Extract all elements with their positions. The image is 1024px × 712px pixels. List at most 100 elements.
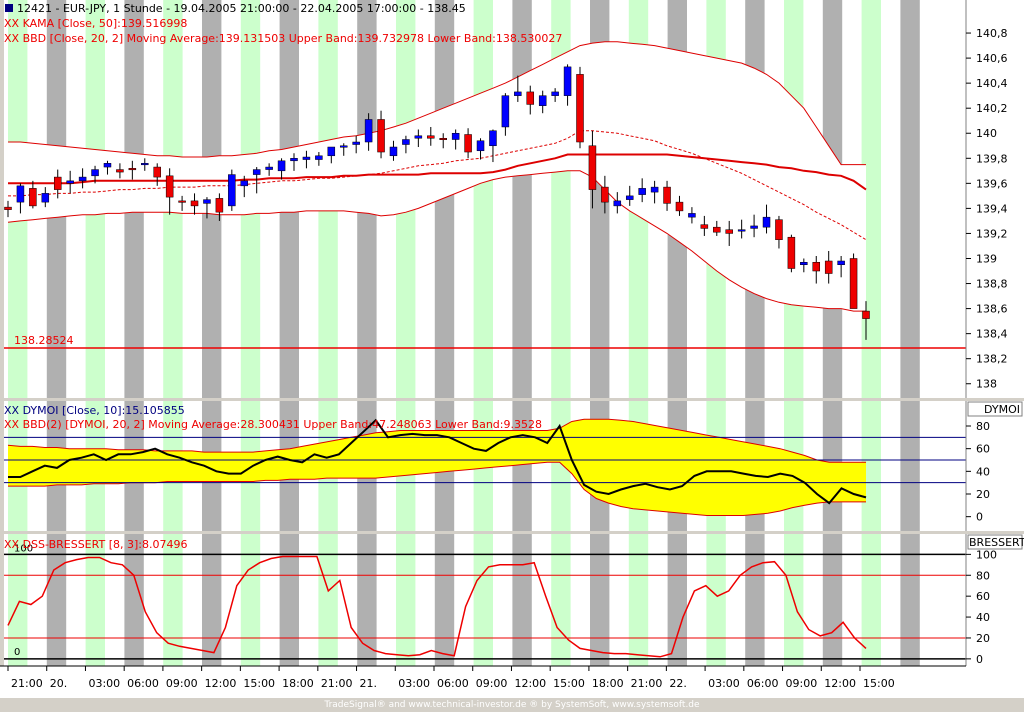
y-tick-label: 100 bbox=[976, 548, 997, 561]
candle-body bbox=[165, 175, 174, 198]
session-stripe bbox=[357, 534, 377, 666]
session-stripe bbox=[318, 534, 338, 666]
dymoi-line bbox=[8, 418, 867, 505]
session-stripe bbox=[124, 534, 144, 666]
session-stripe bbox=[900, 534, 920, 666]
y-tick-label: 40 bbox=[976, 465, 990, 478]
candle-body bbox=[302, 156, 311, 160]
x-tick-label: 18:00 bbox=[282, 677, 314, 690]
session-stripe bbox=[512, 534, 532, 666]
x-tick-label: 12:00 bbox=[514, 677, 546, 690]
session-stripe bbox=[512, 0, 532, 398]
candle-body bbox=[364, 119, 373, 143]
x-tick-label: 21. bbox=[360, 677, 378, 690]
candle-body bbox=[824, 260, 833, 274]
y-tick-label: 80 bbox=[976, 569, 990, 582]
candle-body bbox=[588, 145, 597, 190]
session-stripe bbox=[628, 534, 649, 666]
candle-body bbox=[16, 185, 25, 203]
session-stripe bbox=[551, 534, 571, 666]
upper-band-line bbox=[8, 41, 866, 166]
y-tick-label: 140,6 bbox=[976, 52, 1008, 65]
dss-label-100: 100 bbox=[14, 543, 33, 554]
candle-body bbox=[800, 261, 808, 266]
candle-body bbox=[476, 140, 485, 152]
candle-body bbox=[613, 200, 622, 207]
session-stripe bbox=[822, 534, 843, 666]
moving-average-line bbox=[8, 130, 867, 241]
candle-body bbox=[514, 91, 522, 96]
candle-body bbox=[4, 206, 12, 210]
candle-body bbox=[203, 199, 211, 204]
candle-body bbox=[228, 174, 236, 207]
x-tick-label: 22. bbox=[669, 677, 687, 690]
candle-body bbox=[688, 213, 696, 218]
session-stripe bbox=[434, 534, 455, 666]
x-tick-label: 15:00 bbox=[863, 677, 895, 690]
candle-body bbox=[675, 201, 684, 212]
bollinger-band-fill bbox=[8, 41, 866, 312]
dymoi-tag-box bbox=[967, 401, 1023, 417]
panel-separator bbox=[0, 531, 1024, 534]
x-axis-area bbox=[0, 666, 966, 698]
candle-body bbox=[41, 193, 50, 203]
dss-label-0: 0 bbox=[14, 647, 20, 658]
x-tick-label: 03:00 bbox=[708, 677, 740, 690]
candle-body bbox=[141, 163, 149, 166]
x-tick-label: 09:00 bbox=[166, 677, 198, 690]
y-axis-area bbox=[966, 0, 1024, 698]
session-stripe bbox=[590, 534, 610, 666]
candle-body bbox=[812, 261, 821, 272]
candle-body bbox=[713, 226, 721, 233]
candle-body bbox=[315, 155, 323, 160]
x-tick-label: 20. bbox=[50, 677, 68, 690]
dymoi-legend: XX DYMOI [Close, 10]:15.105855 bbox=[4, 404, 185, 417]
bbd-legend: XX BBD [Close, 20, 2] Moving Average:139… bbox=[4, 32, 562, 45]
dymoi-band-fill bbox=[8, 419, 866, 516]
dss-line bbox=[7, 555, 867, 658]
y-tick-label: 140,4 bbox=[976, 77, 1008, 90]
candle-body bbox=[352, 141, 360, 145]
y-tick-label: 40 bbox=[976, 611, 990, 624]
candle-body bbox=[538, 95, 547, 106]
y-tick-label: 139,6 bbox=[976, 177, 1008, 190]
y-tick-label: 139 bbox=[976, 252, 997, 265]
candle-body bbox=[339, 145, 348, 148]
x-tick-label: 06:00 bbox=[437, 677, 469, 690]
candle-body bbox=[327, 146, 336, 157]
dymoi-tag: DYMOI bbox=[984, 403, 1020, 416]
candle-body bbox=[601, 186, 609, 203]
candle-body bbox=[389, 146, 398, 157]
candle-body bbox=[78, 176, 87, 182]
candle-body bbox=[638, 188, 646, 195]
x-tick-label: 21:00 bbox=[11, 677, 43, 690]
y-tick-label: 139,8 bbox=[976, 152, 1008, 165]
session-stripe bbox=[8, 534, 28, 666]
session-stripe bbox=[706, 534, 726, 666]
candle-body bbox=[625, 195, 634, 200]
x-tick-label: 18:00 bbox=[592, 677, 624, 690]
candle-body bbox=[128, 168, 137, 171]
session-stripe bbox=[900, 401, 920, 531]
candle-body bbox=[750, 225, 758, 229]
y-tick-label: 138,4 bbox=[976, 328, 1008, 341]
candle-body bbox=[725, 229, 733, 234]
y-tick-label: 138,8 bbox=[976, 278, 1008, 291]
candle-body bbox=[737, 229, 746, 232]
candle-body bbox=[215, 198, 224, 213]
candle-body bbox=[277, 160, 286, 172]
x-tick-label: 15:00 bbox=[243, 677, 275, 690]
session-stripe bbox=[163, 534, 183, 666]
x-tick-label: 09:00 bbox=[786, 677, 818, 690]
lower-band-line bbox=[7, 170, 866, 312]
session-stripe bbox=[202, 534, 222, 666]
candle-body bbox=[103, 163, 112, 168]
candle-body bbox=[290, 158, 298, 162]
candle-body bbox=[526, 91, 535, 105]
candle-body bbox=[837, 260, 845, 266]
y-tick-label: 140,8 bbox=[976, 27, 1008, 40]
y-tick-label: 60 bbox=[976, 590, 990, 603]
kama-line bbox=[8, 153, 867, 191]
